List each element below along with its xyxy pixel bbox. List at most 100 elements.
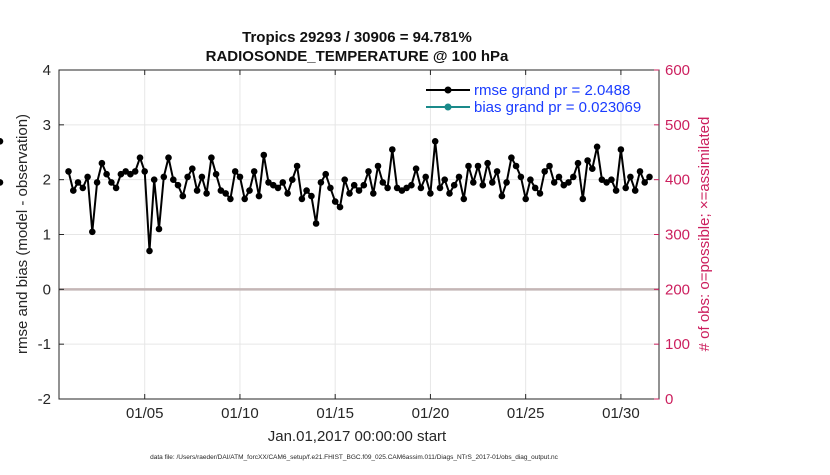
legend: rmse grand pr = 2.0488 bias grand pr = 0…: [426, 82, 641, 116]
rmse-point: [212, 170, 220, 178]
x-tick-label: 01/20: [412, 405, 450, 422]
rmse-point: [241, 195, 248, 203]
rmse-point: [103, 170, 110, 178]
rmse-point: [227, 195, 234, 203]
rmse-point: [346, 190, 353, 197]
rmse-point: [289, 176, 296, 183]
rmse-point: [160, 173, 168, 181]
y-left-tick-label: 0: [43, 281, 51, 298]
y-axis-left-ticks: -2 -1 0 1 2 3 4: [38, 62, 64, 408]
rmse-point: [131, 168, 139, 175]
legend-rmse-marker: [444, 86, 452, 94]
rmse-point: [631, 187, 639, 194]
y-left-tick-label: -2: [38, 391, 51, 408]
footer-data-file: data file: /Users/raeder/DAI/ATM_forcXX/…: [150, 454, 559, 461]
rmse-point: [474, 162, 482, 170]
rmse-point: [174, 181, 182, 189]
rmse-point: [260, 151, 268, 159]
rmse-point: [479, 181, 487, 189]
rmse-point: [379, 179, 387, 186]
rmse-point: [222, 190, 229, 197]
rmse-point: [622, 184, 629, 192]
rmse-point: [408, 181, 415, 189]
rmse-point: [146, 247, 153, 255]
rmse-point: [574, 159, 582, 167]
y-right-tick-label: 0: [665, 391, 673, 408]
rmse-point: [636, 168, 644, 175]
rmse-point: [384, 184, 391, 192]
rmse-point: [603, 179, 610, 186]
rmse-point: [150, 176, 158, 183]
y-right-tick-label: 400: [665, 172, 690, 189]
rmse-point: [450, 181, 458, 189]
rmse-point: [322, 170, 330, 178]
rmse-point: [312, 220, 320, 227]
y-left-tick-label: 3: [43, 117, 51, 134]
rmse-point: [441, 176, 449, 183]
rmse-point: [189, 165, 196, 172]
x-tick-label: 01/25: [507, 405, 545, 422]
rmse-point: [74, 179, 82, 186]
rmse-point: [317, 179, 325, 186]
rmse-point: [89, 228, 96, 236]
rmse-point: [231, 168, 239, 175]
rmse-point: [465, 162, 472, 170]
rmse-point: [236, 173, 244, 181]
rmse-point: [589, 165, 596, 172]
rmse-point: [555, 173, 563, 181]
rmse-point: [331, 198, 339, 205]
rmse-point: [198, 173, 206, 181]
rmse-point: [365, 168, 372, 175]
rmse-point: [512, 162, 520, 170]
x-axis-ticks: 01/05 01/10 01/15 01/20 01/25 01/30: [126, 70, 640, 422]
rmse-point: [370, 190, 377, 197]
rmse-point: [136, 154, 144, 161]
rmse-point: [250, 168, 258, 175]
rmse-point: [355, 187, 363, 194]
legend-rmse-label: rmse grand pr = 2.0488: [474, 82, 630, 99]
rmse-point: [503, 179, 510, 186]
rmse-point: [303, 187, 310, 194]
rmse-point: [489, 179, 496, 186]
rmse-point: [350, 181, 358, 189]
rmse-point: [641, 179, 648, 186]
rmse-point: [627, 173, 634, 181]
rmse-point: [0, 138, 4, 145]
rmse-point: [265, 179, 272, 186]
rmse-point: [546, 162, 553, 170]
rmse-point: [389, 146, 396, 153]
y-right-tick-label: 600: [665, 62, 690, 79]
rmse-point: [0, 179, 4, 186]
rmse-point: [612, 187, 620, 194]
y-left-tick-label: 4: [43, 62, 51, 79]
rmse-point: [284, 190, 291, 197]
rmse-point: [179, 192, 187, 200]
rmse-point: [79, 184, 87, 192]
rmse-point: [522, 195, 529, 203]
y-right-tick-label: 300: [665, 227, 690, 244]
rmse-point: [165, 154, 172, 161]
y-axis-left-label: rmse and bias (model - observation): [14, 114, 31, 354]
rmse-point: [65, 168, 72, 175]
rmse-point: [517, 173, 525, 181]
rmse-point: [460, 195, 468, 203]
rmse-point: [484, 159, 491, 167]
y-axis-right-ticks: 0 100 200 300 400 500 600: [654, 62, 690, 408]
rmse-point: [508, 154, 515, 161]
rmse-point: [127, 170, 134, 178]
rmse-point: [170, 176, 177, 183]
y-right-tick-label: 500: [665, 117, 690, 134]
rmse-point: [98, 159, 106, 167]
rmse-point: [431, 138, 439, 145]
rmse-point: [184, 173, 191, 181]
rmse-point: [360, 181, 368, 189]
x-axis-label: Jan.01,2017 00:00:00 start: [268, 428, 447, 445]
rmse-point: [584, 157, 591, 164]
rmse-point: [93, 179, 101, 186]
rmse-point: [427, 190, 434, 197]
rmse-point: [527, 176, 534, 183]
rmse-point: [470, 179, 477, 186]
rmse-point: [593, 143, 601, 151]
rmse-point: [70, 187, 77, 194]
